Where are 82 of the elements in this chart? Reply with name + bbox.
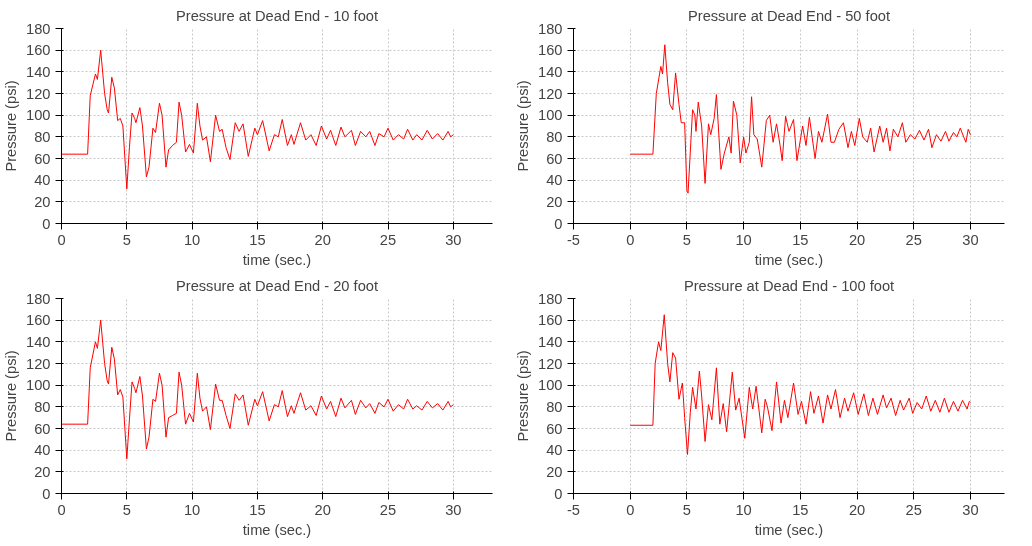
x-tick-label: 30 bbox=[445, 231, 462, 248]
x-tick-label: 0 bbox=[57, 501, 66, 518]
y-tick-label: 40 bbox=[34, 442, 51, 459]
y-tick-label: 160 bbox=[538, 42, 563, 59]
y-tick-label: 120 bbox=[538, 355, 563, 372]
x-tick-label: 5 bbox=[122, 501, 131, 518]
y-axis-title: Pressure (psi) bbox=[3, 350, 20, 442]
x-tick-label: -5 bbox=[566, 501, 581, 518]
y-tick-label: 140 bbox=[538, 63, 563, 80]
y-tick-label: 0 bbox=[42, 485, 51, 502]
chart-title: Pressure at Dead End - 50 foot bbox=[687, 7, 891, 24]
y-tick-label: 60 bbox=[34, 150, 51, 167]
x-tick-label: 0 bbox=[57, 231, 66, 248]
chart-title: Pressure at Dead End - 100 foot bbox=[683, 277, 895, 294]
x-tick-label: 10 bbox=[735, 501, 752, 518]
chart-title: Pressure at Dead End - 10 foot bbox=[175, 7, 379, 24]
y-tick-label: 180 bbox=[538, 20, 563, 37]
x-tick-label: 30 bbox=[962, 501, 979, 518]
x-axis-title: time (sec.) bbox=[754, 251, 824, 268]
x-tick-label: 10 bbox=[183, 231, 201, 248]
x-tick-label: 25 bbox=[379, 501, 397, 518]
x-tick-label: 25 bbox=[905, 231, 922, 248]
y-tick-label: 140 bbox=[26, 333, 51, 350]
y-tick-label: 40 bbox=[34, 172, 51, 189]
x-tick-label: 15 bbox=[792, 501, 809, 518]
x-tick-label: 10 bbox=[735, 231, 752, 248]
y-tick-label: 20 bbox=[34, 463, 51, 480]
x-axis-title: time (sec.) bbox=[754, 521, 824, 538]
y-tick-label: 0 bbox=[554, 215, 563, 232]
x-tick-label: 5 bbox=[682, 231, 691, 248]
y-tick-label: 180 bbox=[26, 20, 51, 37]
x-tick-label: 20 bbox=[314, 231, 331, 248]
y-tick-label: 20 bbox=[546, 193, 563, 210]
y-axis-title: Pressure (psi) bbox=[3, 80, 20, 172]
x-axis-title: time (sec.) bbox=[242, 251, 312, 268]
x-tick-label: 15 bbox=[249, 501, 266, 518]
x-tick-label: 25 bbox=[379, 231, 397, 248]
y-tick-label: 180 bbox=[26, 290, 51, 307]
y-tick-label: 60 bbox=[34, 420, 51, 437]
y-tick-label: 80 bbox=[34, 128, 51, 145]
x-tick-label: 5 bbox=[682, 501, 691, 518]
y-tick-label: 60 bbox=[546, 420, 563, 437]
x-tick-label: 0 bbox=[626, 501, 635, 518]
y-tick-label: 160 bbox=[26, 42, 51, 59]
x-tick-label: 5 bbox=[122, 231, 131, 248]
y-tick-label: 60 bbox=[546, 150, 563, 167]
y-tick-label: 20 bbox=[546, 463, 563, 480]
x-tick-label: 20 bbox=[314, 501, 331, 518]
y-axis-title: Pressure (psi) bbox=[515, 80, 532, 172]
y-tick-label: 120 bbox=[538, 85, 563, 102]
x-tick-label: 15 bbox=[249, 231, 266, 248]
x-tick-label: 30 bbox=[445, 501, 462, 518]
y-tick-label: 20 bbox=[34, 193, 51, 210]
y-tick-label: 160 bbox=[26, 312, 51, 329]
x-tick-label: 20 bbox=[848, 501, 866, 518]
y-tick-label: 100 bbox=[26, 107, 51, 124]
y-tick-label: 120 bbox=[26, 85, 51, 102]
y-tick-label: 40 bbox=[546, 172, 563, 189]
y-tick-label: 100 bbox=[538, 107, 563, 124]
y-tick-label: 40 bbox=[546, 442, 563, 459]
x-tick-label: 20 bbox=[848, 231, 866, 248]
x-tick-label: 25 bbox=[905, 501, 922, 518]
y-tick-label: 80 bbox=[34, 398, 51, 415]
y-tick-label: 0 bbox=[42, 215, 51, 232]
y-tick-label: 180 bbox=[538, 290, 563, 307]
y-tick-label: 100 bbox=[538, 377, 563, 394]
x-tick-label: 10 bbox=[183, 501, 201, 518]
y-axis-title: Pressure (psi) bbox=[515, 350, 532, 442]
x-tick-label: 15 bbox=[792, 231, 809, 248]
y-tick-label: 140 bbox=[26, 63, 51, 80]
y-tick-label: 0 bbox=[554, 485, 563, 502]
y-tick-label: 100 bbox=[26, 377, 51, 394]
x-tick-label: -5 bbox=[566, 231, 581, 248]
x-tick-label: 0 bbox=[626, 231, 635, 248]
x-tick-label: 30 bbox=[962, 231, 979, 248]
y-tick-label: 80 bbox=[546, 398, 563, 415]
chart-title: Pressure at Dead End - 20 foot bbox=[175, 277, 379, 294]
y-tick-label: 120 bbox=[26, 355, 51, 372]
x-axis-title: time (sec.) bbox=[242, 521, 312, 538]
y-tick-label: 140 bbox=[538, 333, 563, 350]
y-tick-label: 80 bbox=[546, 128, 563, 145]
y-tick-label: 160 bbox=[538, 312, 563, 329]
